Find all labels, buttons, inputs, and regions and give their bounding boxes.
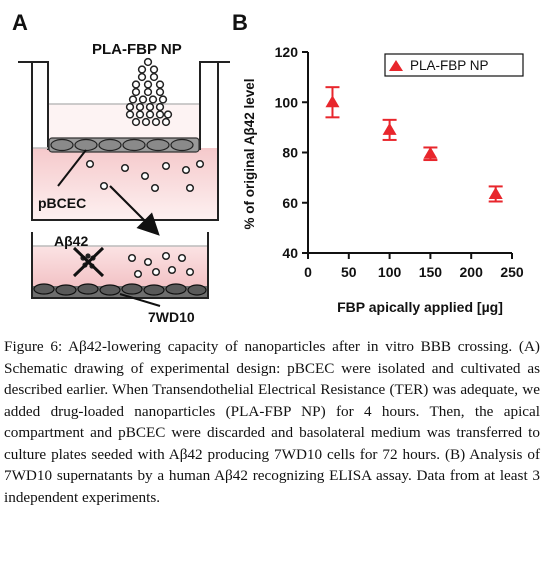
y-tick-label: 100 [275, 94, 299, 110]
transferred-medium [33, 246, 207, 286]
panel-a-letter: A [12, 10, 28, 35]
x-tick-label: 100 [378, 264, 402, 280]
x-tick-label: 200 [460, 264, 484, 280]
nanoparticle [145, 110, 155, 119]
pbcec-pointer [57, 149, 87, 187]
figure-6: A PLA-FBP NP [12, 10, 524, 325]
abeta-crossed-icon [72, 246, 105, 278]
nanoparticle [151, 117, 161, 127]
nanoparticle [155, 80, 165, 89]
abeta-label: Aβ42 [54, 233, 88, 249]
basolateral-particles [85, 159, 205, 193]
legend: PLA-FBP NP [384, 53, 524, 77]
panel-a: A PLA-FBP NP [12, 10, 230, 325]
culture-plate-well [31, 232, 209, 299]
nanoparticle [143, 80, 153, 89]
nanoparticle [149, 72, 159, 82]
basolateral-medium [33, 148, 217, 219]
nanoparticle [143, 57, 153, 67]
np-label: PLA-FBP NP [92, 41, 182, 58]
data-point-triangle [382, 122, 397, 135]
nanoparticle [145, 102, 155, 112]
nanoparticle [135, 110, 145, 119]
y-tick-label: 60 [282, 195, 298, 211]
x-tick-label: 50 [341, 264, 357, 280]
pbcec-label: pBCEC [38, 195, 86, 211]
nanoparticle [143, 87, 153, 97]
nanoparticle [125, 102, 135, 112]
data-point-triangle [488, 186, 503, 199]
nanoparticle [131, 117, 141, 127]
nanoparticle-cluster [125, 57, 173, 127]
legend-label: PLA-FBP NP [410, 58, 489, 73]
plate-particles [127, 251, 195, 279]
panel-b-letter: B [232, 10, 248, 35]
y-ticks: 40 60 80 100 120 [275, 44, 308, 261]
transwell-insert [18, 61, 230, 150]
nanoparticle [125, 110, 135, 119]
chart-area: 40 60 80 100 120 0 50 100 150 200 250 % of origin… [242, 44, 524, 315]
data-point-triangle [423, 146, 438, 159]
data-points [325, 86, 503, 203]
y-tick-label: 40 [282, 245, 298, 261]
nanoparticle [161, 117, 171, 127]
nanoparticle [149, 65, 159, 74]
x-tick-label: 250 [500, 264, 524, 280]
transfer-arrow [109, 185, 160, 236]
x-tick-label: 150 [419, 264, 443, 280]
nanoparticle [148, 95, 158, 104]
pbcec-monolayer [48, 137, 200, 153]
apical-medium [49, 104, 199, 140]
x-tick-label: 0 [304, 264, 312, 280]
caption-text: Aβ42-lowering capacity of nanoparticles … [4, 338, 540, 506]
nanoparticle [135, 102, 145, 112]
nanoparticle [141, 117, 151, 127]
nanoparticle [155, 102, 165, 112]
panel-b: B 40 60 80 100 120 0 50 100 150 200 250 % of orig… [232, 10, 524, 315]
culture-well-outer [31, 62, 219, 221]
legend-box [384, 53, 524, 77]
nanoparticle [155, 87, 165, 97]
nanoparticle [138, 95, 148, 104]
nanoparticle [128, 95, 138, 104]
data-point-triangle [325, 95, 340, 108]
nanoparticle [137, 72, 147, 82]
nanoparticle [137, 65, 147, 74]
x-axis-label: FBP apically applied [µg] [337, 299, 503, 315]
y-axis-label: % of original Aβ42 level [242, 78, 257, 229]
legend-marker [389, 60, 403, 71]
7wd10-pointer [119, 293, 161, 307]
7wd10-label: 7WD10 [148, 309, 195, 325]
nanoparticle [158, 95, 168, 104]
nanoparticle [163, 110, 173, 119]
nanoparticle [155, 110, 165, 119]
figure-caption: Figure 6: Aβ42-lowering capacity of nano… [4, 336, 540, 508]
nanoparticle [131, 80, 141, 89]
nanoparticle [131, 87, 141, 97]
7wd10-cell-layer [33, 283, 207, 297]
x-ticks: 0 50 100 150 200 250 [304, 253, 524, 280]
caption-label: Figure 6: [4, 338, 63, 355]
y-tick-label: 120 [275, 44, 299, 60]
y-tick-label: 80 [282, 145, 298, 161]
